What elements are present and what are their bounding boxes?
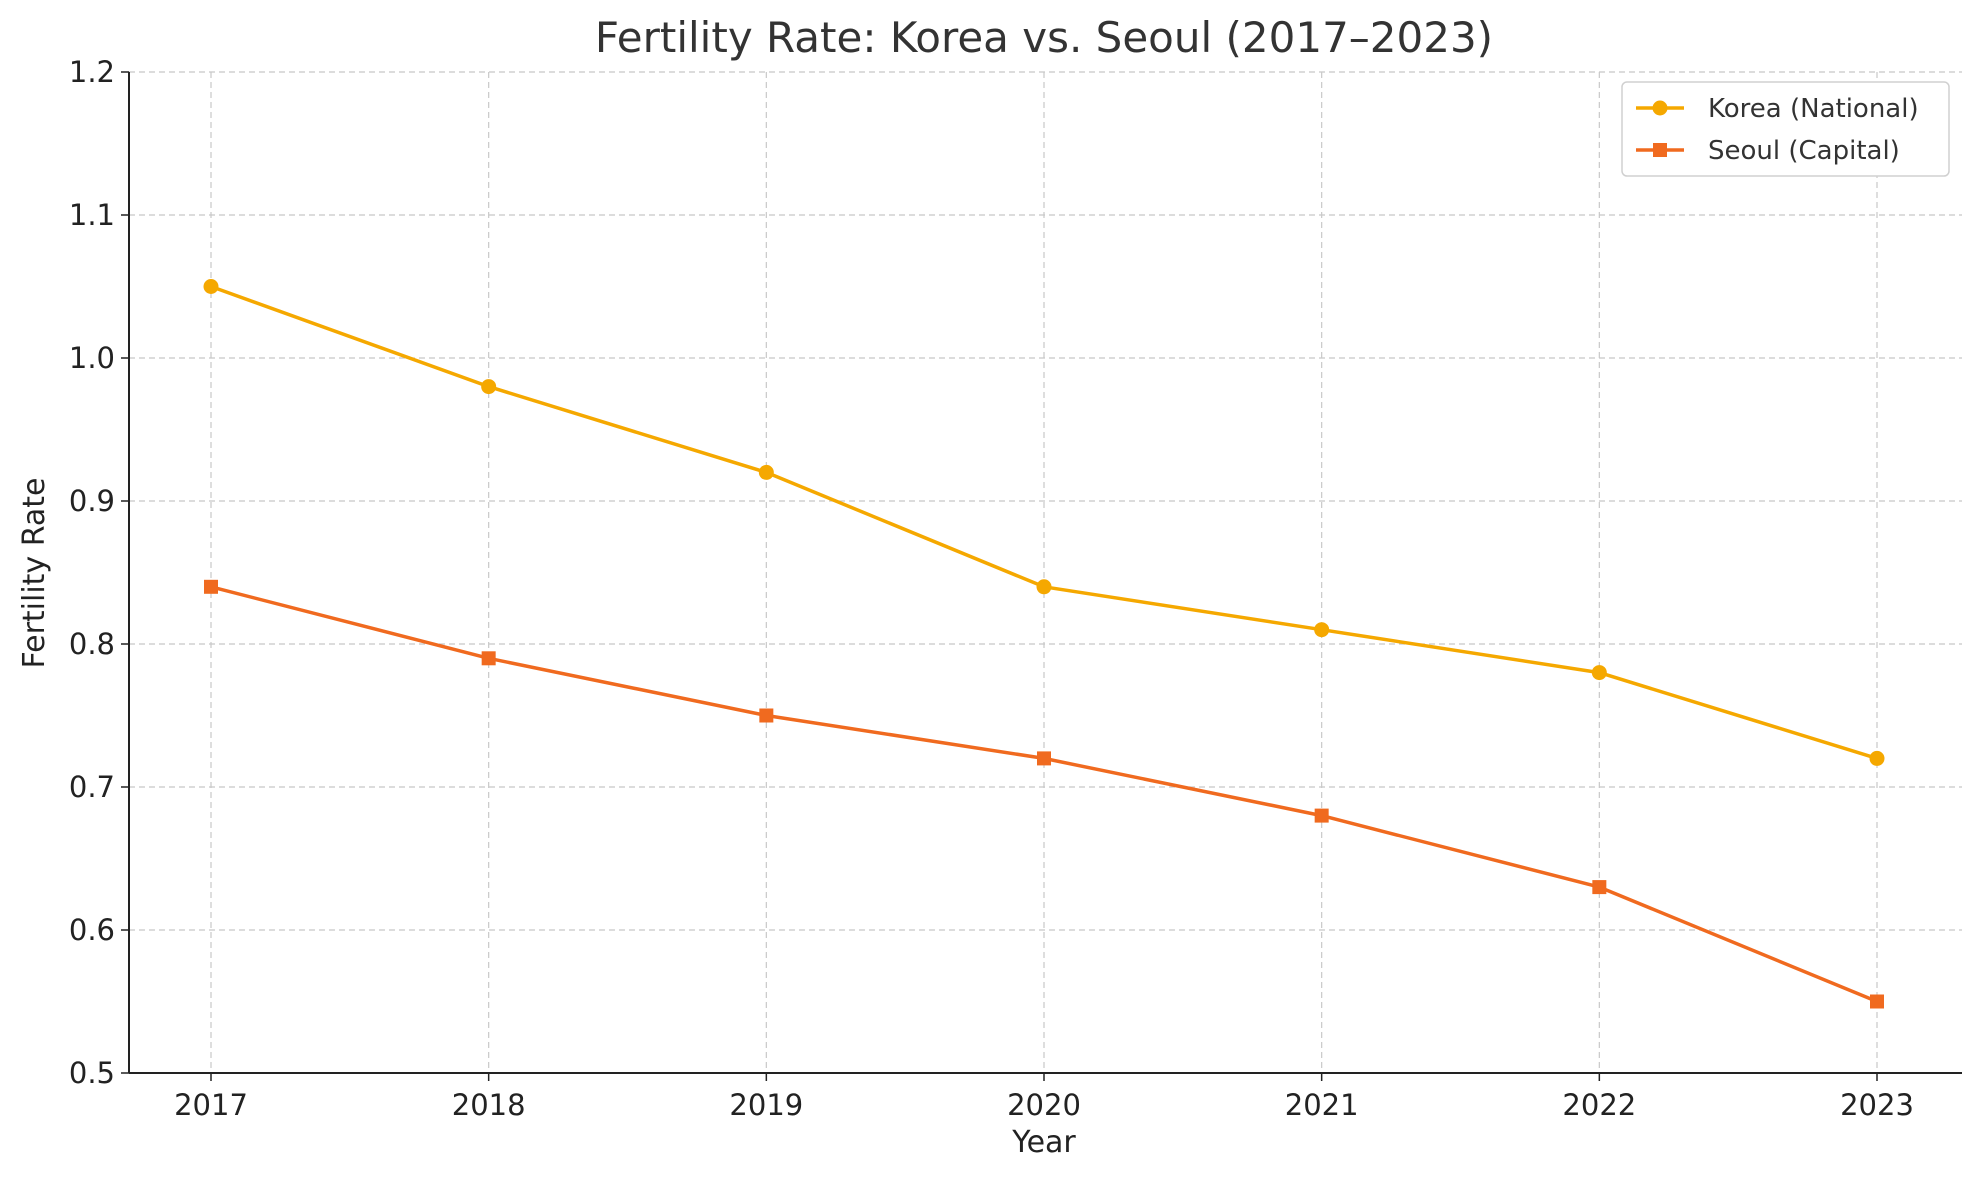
series-1 [204, 579, 1884, 1009]
legend-item-0: Korea (National) [1636, 94, 1919, 124]
y-axis-label: Fertility Rate [17, 477, 52, 668]
series-0 [203, 279, 1885, 766]
data-point-square [1314, 808, 1329, 823]
legend-marker-square [1653, 143, 1667, 157]
data-point-circle [203, 279, 219, 294]
legend-box [1621, 81, 1950, 177]
data-point-circle [758, 464, 774, 480]
x-tick-label: 2021 [1285, 1088, 1359, 1122]
y-axis-ticks: 0.5 0.6 0.7 0.8 0.9 1.0 1.1 1.2 [69, 55, 129, 1090]
data-point-circle [1314, 622, 1330, 638]
data-point-circle [1869, 750, 1885, 766]
data-point-circle [1036, 579, 1052, 595]
data-point-square [481, 651, 496, 666]
legend: Korea (National) Seoul (Capital) [1621, 81, 1950, 177]
data-point-square [759, 708, 774, 723]
x-tick-label: 2023 [1840, 1088, 1914, 1122]
legend-label: Korea (National) [1708, 94, 1919, 124]
data-point-square [204, 579, 218, 594]
y-tick-label: 0.7 [69, 770, 115, 804]
data-point-square [1870, 994, 1884, 1009]
legend-marker-circle [1652, 100, 1668, 116]
x-tick-label: 2022 [1562, 1088, 1636, 1122]
data-point-circle [1591, 665, 1607, 681]
y-tick-label: 1.0 [69, 341, 115, 375]
x-axis-ticks: 2017 2018 2019 2020 2021 2022 2023 [174, 1073, 1914, 1122]
y-tick-label: 0.6 [69, 913, 115, 947]
data-point-square [1592, 880, 1607, 895]
x-tick-label: 2017 [174, 1088, 248, 1122]
legend-item-1: Seoul (Capital) [1636, 136, 1900, 166]
y-tick-label: 0.5 [69, 1056, 115, 1090]
y-tick-label: 1.2 [69, 55, 115, 89]
axes [128, 72, 1962, 1074]
x-tick-label: 2018 [452, 1088, 526, 1122]
data-point-square [1037, 751, 1051, 766]
y-tick-label: 0.8 [69, 627, 115, 661]
x-tick-label: 2019 [729, 1088, 803, 1122]
chart-title: Fertility Rate: Korea vs. Seoul (2017–20… [595, 13, 1493, 62]
y-tick-label: 1.1 [69, 198, 115, 232]
x-axis-label: Year [1011, 1125, 1076, 1160]
x-tick-label: 2020 [1007, 1088, 1081, 1122]
series-group [203, 279, 1885, 1009]
y-tick-label: 0.9 [69, 484, 115, 518]
data-point-circle [481, 379, 497, 395]
legend-label: Seoul (Capital) [1708, 136, 1900, 166]
